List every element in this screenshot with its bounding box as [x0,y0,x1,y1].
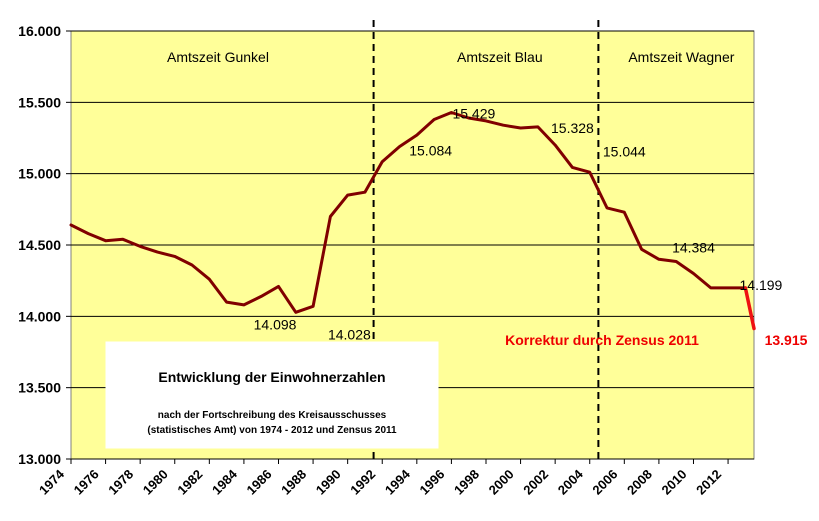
x-tick-label: 2006 [589,467,620,498]
y-tick-label: 14.500 [18,237,61,253]
period-label: Amtszeit Blau [457,49,543,65]
x-tick-label: 1986 [244,467,275,498]
x-tick-label: 1990 [313,467,344,498]
data-label: 14.199 [740,277,783,293]
info-box-background [105,341,439,449]
census-correction-line [743,286,756,331]
period-labels: Amtszeit Gunkel Amtszeit Blau Amtszeit Wag… [167,49,735,65]
correction-value: 13.915 [765,332,808,348]
x-tick-label: 1984 [209,466,241,498]
info-box-line1: nach der Fortschreibung des Kreisausschu… [158,410,387,421]
data-label: 15.084 [409,143,452,159]
y-tick-label: 15.000 [18,166,61,182]
x-tick-label: 2002 [520,467,551,498]
period-label: Amtszeit Wagner [628,49,734,65]
series-lines [69,111,756,331]
x-tick-label: 2012 [693,467,724,498]
info-box: Entwicklung der Einwohnerzahlen nach der… [105,341,439,449]
x-tick-label: 1974 [36,466,68,498]
x-tick-label: 2008 [624,467,655,498]
y-tick-label: 13.500 [18,380,61,396]
info-box-title: Entwicklung der Einwohnerzahlen [158,369,385,385]
x-tick-label: 2004 [555,466,587,498]
y-axis-ticks: 13.000 13.500 14.000 14.500 15.000 15.500 16.0… [18,23,71,467]
data-label: 14.098 [254,316,297,332]
x-tick-label: 2000 [486,467,517,498]
x-tick-label: 1998 [451,467,482,498]
y-tick-label: 14.000 [18,308,61,324]
period-label: Amtszeit Gunkel [167,49,269,65]
x-tick-label: 1988 [278,467,309,498]
x-tick-label: 1994 [382,466,414,498]
x-tick-label: 1992 [347,467,378,498]
y-tick-label: 13.000 [18,451,61,467]
y-tick-label: 16.000 [18,23,61,39]
info-box-line2: (statistisches Amt) von 1974 - 2012 und … [147,425,397,436]
x-axis-ticks: 1974 1976 1978 1980 1982 1984 1986 1988 1990 1992… [36,459,729,498]
population-line [69,111,747,314]
data-label: 14.028 [328,326,371,342]
data-label: 15.429 [452,105,495,121]
x-tick-label: 1978 [105,467,136,498]
data-label: 15.328 [551,120,594,136]
data-label: 14.384 [672,240,715,256]
x-tick-label: 1980 [140,467,171,498]
correction-note: Korrektur durch Zensus 2011 [505,332,699,348]
x-tick-label: 1976 [71,467,102,498]
x-tick-label: 1996 [416,467,447,498]
data-labels: 15.429 15.328 15.084 15.044 14.384 14.199 14.0… [254,105,783,342]
x-tick-label: 1982 [174,467,205,498]
x-tick-label: 2010 [659,467,690,498]
data-label: 15.044 [603,143,646,159]
y-tick-label: 15.500 [18,94,61,110]
